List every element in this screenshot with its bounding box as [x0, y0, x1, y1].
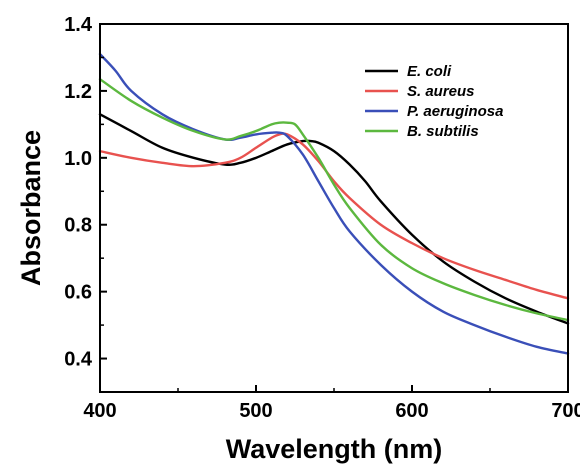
x-axis-title: Wavelength (nm) — [226, 434, 443, 464]
y-tick-label: 0.6 — [64, 282, 92, 304]
x-tick-label: 700 — [551, 400, 580, 422]
y-tick-label: 1.2 — [64, 81, 92, 103]
legend-label: B. subtilis — [407, 123, 479, 140]
legend-label: E. coli — [407, 63, 452, 80]
x-axis-tick-labels: 400 500 600 700 — [83, 400, 580, 422]
legend-label: S. aureus — [407, 83, 475, 100]
series-line-0 — [98, 113, 570, 325]
x-tick-label: 400 — [83, 400, 116, 422]
y-axis-ticks — [100, 23, 107, 393]
series-line-1 — [98, 132, 570, 300]
y-axis-title: Absorbance — [16, 130, 46, 286]
plot-curves — [98, 52, 570, 355]
y-tick-label: 1.4 — [64, 14, 93, 36]
y-axis-tick-labels: 0.4 0.6 0.8 1.0 1.2 1.4 — [64, 14, 93, 371]
legend-label: P. aeruginosa — [407, 103, 503, 120]
y-tick-label: 1.0 — [64, 148, 92, 170]
y-tick-label: 0.4 — [64, 349, 93, 371]
y-tick-label: 0.8 — [64, 215, 92, 237]
series-line-2 — [98, 52, 570, 355]
series-line-3 — [98, 78, 570, 322]
x-axis-ticks — [99, 385, 569, 392]
x-tick-label: 600 — [395, 400, 428, 422]
legend: E. coli S. aureus P. aeruginosa B. subtilis — [365, 63, 503, 140]
x-tick-label: 500 — [239, 400, 272, 422]
